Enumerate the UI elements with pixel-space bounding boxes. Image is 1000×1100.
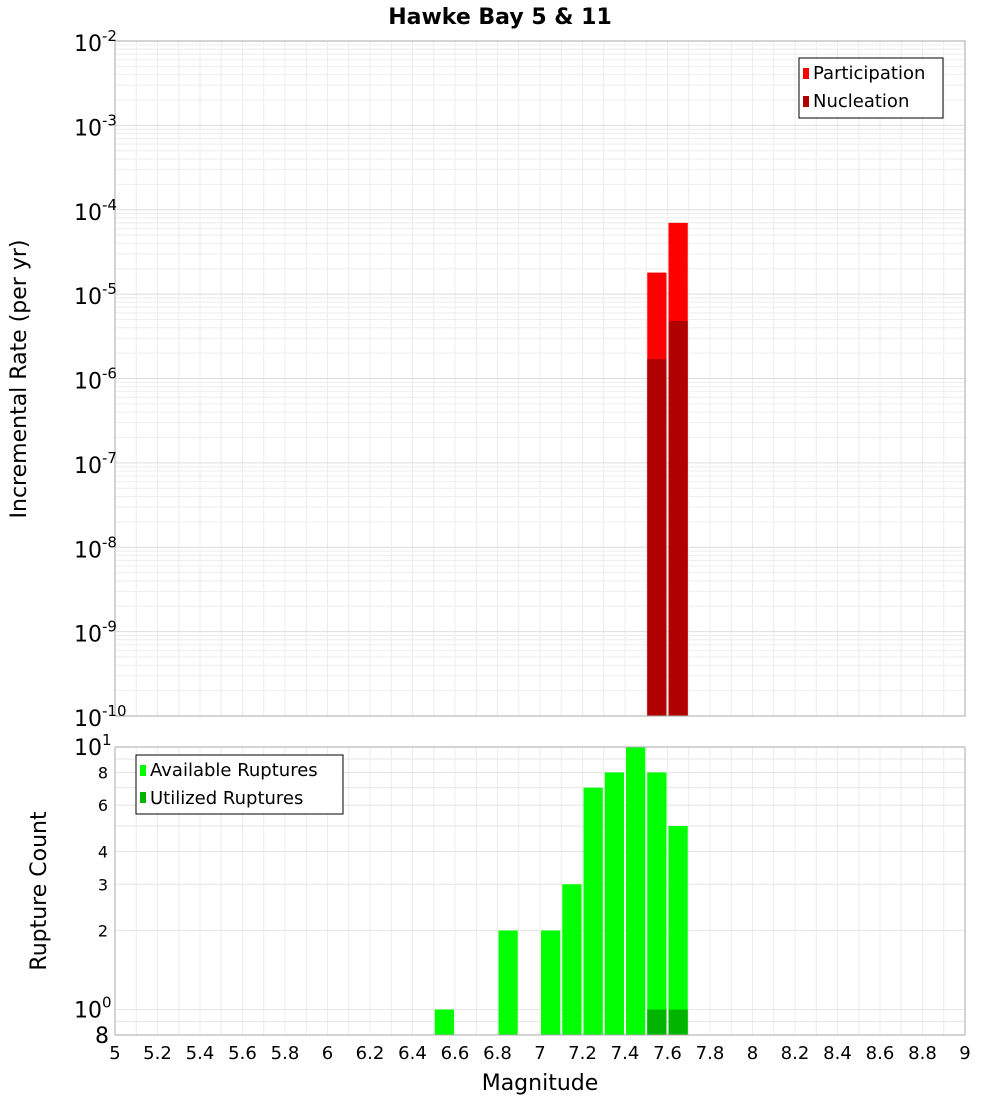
utilized-legend-swatch [140, 792, 146, 803]
count-bars [434, 747, 688, 1035]
available-ruptures-bar [434, 1009, 454, 1035]
utilized-legend-label: Utilized Ruptures [150, 788, 303, 809]
nucleation-legend-swatch [803, 96, 809, 107]
rate-y-tick-label: 10-2 [74, 27, 117, 57]
count-y-axis-label: Rupture Count [27, 811, 52, 971]
utilized-ruptures-bar [668, 1009, 688, 1035]
count-y-tick-label: 100 [74, 994, 112, 1024]
rate-y-tick-label: 10-4 [74, 196, 117, 226]
rate-panel: 10-10 10-9 10-8 10-7 10-6 10-5 10-4 10-3 10-2 In… [7, 27, 966, 732]
count-x-ticks: 5 5.2 5.4 5.6 5.8 6 6.2 6.4 6.6 6.8 7 7.2 7.4 7.6 7.8 8… [109, 1043, 970, 1064]
rate-bars [647, 222, 688, 716]
participation-legend-label: Participation [813, 63, 925, 84]
count-y-minor-tick-label: 6 [98, 796, 108, 815]
x-tick-label: 7 [534, 1043, 545, 1064]
x-tick-label: 9 [959, 1043, 970, 1064]
x-tick-label: 5 [109, 1043, 120, 1064]
x-tick-label: 7.6 [653, 1043, 682, 1064]
x-tick-label: 5.4 [186, 1043, 215, 1064]
x-tick-label: 6 [322, 1043, 333, 1064]
x-tick-label: 8.2 [781, 1043, 810, 1064]
x-tick-label: 6.4 [398, 1043, 427, 1064]
rate-y-tick-label: 10-6 [74, 365, 117, 395]
available-ruptures-bar [498, 930, 518, 1035]
count-y-tick-label: 8 [95, 1024, 109, 1049]
rate-y-tick-label: 10-7 [74, 449, 117, 479]
x-tick-label: 7.8 [696, 1043, 725, 1064]
rate-legend: Participation Nucleation [798, 57, 944, 119]
x-tick-label: 5.6 [228, 1043, 257, 1064]
count-plot-frame [114, 746, 966, 1036]
rate-y-ticks: 10-10 10-9 10-8 10-7 10-6 10-5 10-4 10-3 10-2 [74, 27, 127, 732]
rate-y-tick-label: 10-9 [74, 618, 117, 648]
rate-y-axis-label: Incremental Rate (per yr) [7, 240, 32, 519]
chart-title: Hawke Bay 5 & 11 [388, 5, 612, 30]
count-y-minor-tick-label: 2 [98, 922, 108, 941]
nucleation-bar [647, 359, 667, 716]
x-tick-label: 8.4 [823, 1043, 852, 1064]
count-y-minor-tick-label: 3 [98, 875, 108, 894]
x-tick-label: 8.8 [908, 1043, 937, 1064]
nucleation-legend-label: Nucleation [813, 91, 909, 112]
count-y-minor-tick-label: 4 [98, 842, 108, 861]
x-tick-label: 7.2 [568, 1043, 597, 1064]
available-legend-swatch [140, 765, 146, 776]
available-ruptures-bar [604, 772, 624, 1035]
count-y-tick-label: 101 [74, 731, 112, 761]
available-legend-label: Available Ruptures [150, 760, 318, 781]
rate-y-tick-label: 10-5 [74, 280, 117, 310]
rate-plot-frame [114, 40, 966, 717]
available-ruptures-bar [647, 772, 667, 1035]
nucleation-bar [668, 321, 688, 716]
x-axis-label: Magnitude [482, 1071, 599, 1096]
utilized-ruptures-bar [647, 1009, 667, 1035]
available-ruptures-bar [626, 747, 646, 1035]
x-tick-label: 6.2 [356, 1043, 385, 1064]
available-ruptures-bar [668, 826, 688, 1035]
x-tick-label: 7.4 [611, 1043, 640, 1064]
rate-y-tick-label: 10-3 [74, 111, 117, 141]
x-tick-label: 8 [747, 1043, 758, 1064]
participation-legend-swatch [803, 68, 809, 79]
rate-legend-box [798, 57, 944, 119]
x-tick-label: 8.6 [866, 1043, 895, 1064]
count-y-minor-tick-label: 8 [98, 763, 108, 782]
available-ruptures-bar [541, 930, 561, 1035]
x-tick-label: 5.8 [271, 1043, 300, 1064]
available-ruptures-bar [562, 884, 582, 1035]
count-legend-box [135, 754, 344, 815]
rate-y-tick-label: 10-10 [74, 702, 127, 732]
available-ruptures-bar [583, 787, 603, 1035]
count-legend: Available Ruptures Utilized Ruptures [135, 754, 344, 815]
x-tick-label: 6.8 [483, 1043, 512, 1064]
rate-y-tick-label: 10-8 [74, 533, 117, 563]
x-tick-label: 5.2 [143, 1043, 172, 1064]
x-tick-label: 6.6 [441, 1043, 470, 1064]
rate-gridlines [114, 41, 966, 717]
